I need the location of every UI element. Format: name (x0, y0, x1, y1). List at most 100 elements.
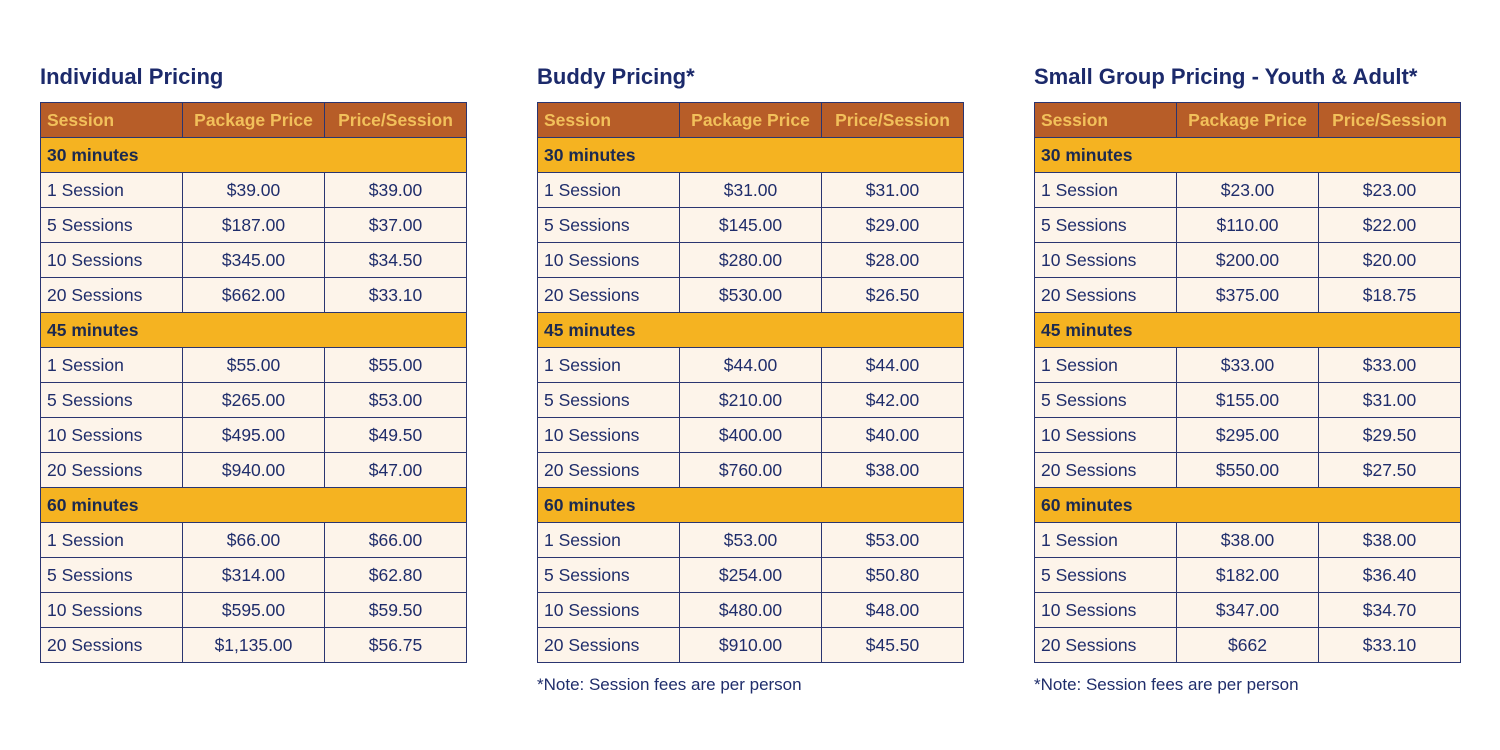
package-price-cell: $760.00 (679, 452, 822, 488)
pricing-note: *Note: Session fees are per person (537, 675, 802, 694)
price-per-session-cell: $40.00 (821, 417, 964, 453)
table-row: 10 Sessions $280.00 $28.00 (537, 242, 964, 278)
table-row: 20 Sessions $530.00 $26.50 (537, 277, 964, 313)
package-price-cell: $145.00 (679, 207, 822, 243)
table-row: 10 Sessions $200.00 $20.00 (1034, 242, 1461, 278)
session-count-cell: 1 Session (40, 172, 183, 208)
duration-label: 45 minutes (537, 312, 964, 348)
session-count-cell: 10 Sessions (537, 417, 680, 453)
package-price-cell: $210.00 (679, 382, 822, 418)
pricing-note: *Note: Session fees are per person (1034, 675, 1299, 694)
price-per-session-cell: $45.50 (821, 627, 964, 663)
header-session: Session (537, 102, 680, 138)
header-session: Session (1034, 102, 1177, 138)
header-package-price: Package Price (1176, 102, 1319, 138)
package-price-cell: $662 (1176, 627, 1319, 663)
table-row: 1 Session $33.00 $33.00 (1034, 347, 1461, 383)
duration-group-row: 60 minutes (1034, 487, 1461, 523)
duration-group-row: 45 minutes (40, 312, 467, 348)
package-price-cell: $347.00 (1176, 592, 1319, 628)
package-price-cell: $110.00 (1176, 207, 1319, 243)
header-package-price: Package Price (679, 102, 822, 138)
package-price-cell: $495.00 (182, 417, 325, 453)
price-per-session-cell: $48.00 (821, 592, 964, 628)
duration-group-row: 60 minutes (537, 487, 964, 523)
table-row: 1 Session $44.00 $44.00 (537, 347, 964, 383)
price-per-session-cell: $26.50 (821, 277, 964, 313)
table-row: 10 Sessions $495.00 $49.50 (40, 417, 467, 453)
table-row: 1 Session $38.00 $38.00 (1034, 522, 1461, 558)
package-price-cell: $295.00 (1176, 417, 1319, 453)
price-per-session-cell: $38.00 (1318, 522, 1461, 558)
table-row: 1 Session $31.00 $31.00 (537, 172, 964, 208)
header-price-per-session: Price/Session (324, 102, 467, 138)
session-count-cell: 10 Sessions (40, 242, 183, 278)
table-row: 10 Sessions $400.00 $40.00 (537, 417, 964, 453)
package-price-cell: $280.00 (679, 242, 822, 278)
package-price-cell: $662.00 (182, 277, 325, 313)
duration-label: 60 minutes (537, 487, 964, 523)
session-count-cell: 1 Session (537, 522, 680, 558)
price-per-session-cell: $59.50 (324, 592, 467, 628)
price-per-session-cell: $34.50 (324, 242, 467, 278)
session-count-cell: 1 Session (537, 347, 680, 383)
session-count-cell: 10 Sessions (1034, 242, 1177, 278)
session-count-cell: 10 Sessions (40, 417, 183, 453)
session-count-cell: 10 Sessions (537, 242, 680, 278)
price-per-session-cell: $53.00 (821, 522, 964, 558)
session-count-cell: 20 Sessions (1034, 452, 1177, 488)
price-per-session-cell: $33.00 (1318, 347, 1461, 383)
price-per-session-cell: $29.50 (1318, 417, 1461, 453)
duration-label: 60 minutes (1034, 487, 1461, 523)
package-price-cell: $400.00 (679, 417, 822, 453)
table-row: 5 Sessions $210.00 $42.00 (537, 382, 964, 418)
duration-label: 30 minutes (537, 137, 964, 173)
session-count-cell: 20 Sessions (40, 627, 183, 663)
session-count-cell: 1 Session (40, 522, 183, 558)
package-price-cell: $66.00 (182, 522, 325, 558)
price-per-session-cell: $28.00 (821, 242, 964, 278)
price-per-session-cell: $53.00 (324, 382, 467, 418)
table-row: 1 Session $53.00 $53.00 (537, 522, 964, 558)
table-header-row: Session Package Price Price/Session (1034, 102, 1461, 138)
pricing-block-small-group: Small Group Pricing - Youth & Adult* Sess… (1034, 62, 1461, 695)
table-row: 5 Sessions $110.00 $22.00 (1034, 207, 1461, 243)
price-per-session-cell: $39.00 (324, 172, 467, 208)
price-per-session-cell: $29.00 (821, 207, 964, 243)
price-per-session-cell: $36.40 (1318, 557, 1461, 593)
session-count-cell: 20 Sessions (1034, 627, 1177, 663)
table-row: 20 Sessions $550.00 $27.50 (1034, 452, 1461, 488)
session-count-cell: 5 Sessions (1034, 207, 1177, 243)
package-price-cell: $38.00 (1176, 522, 1319, 558)
table-row: 10 Sessions $345.00 $34.50 (40, 242, 467, 278)
package-price-cell: $314.00 (182, 557, 325, 593)
price-per-session-cell: $23.00 (1318, 172, 1461, 208)
package-price-cell: $530.00 (679, 277, 822, 313)
package-price-cell: $345.00 (182, 242, 325, 278)
pricing-table: Session Package Price Price/Session 30 minu… (40, 102, 467, 663)
price-per-session-cell: $34.70 (1318, 592, 1461, 628)
duration-label: 45 minutes (40, 312, 467, 348)
header-price-per-session: Price/Session (1318, 102, 1461, 138)
session-count-cell: 10 Sessions (1034, 592, 1177, 628)
price-per-session-cell: $44.00 (821, 347, 964, 383)
session-count-cell: 20 Sessions (537, 452, 680, 488)
session-count-cell: 20 Sessions (40, 277, 183, 313)
session-count-cell: 5 Sessions (537, 207, 680, 243)
session-count-cell: 20 Sessions (1034, 277, 1177, 313)
table-row: 10 Sessions $595.00 $59.50 (40, 592, 467, 628)
table-row: 1 Session $39.00 $39.00 (40, 172, 467, 208)
package-price-cell: $31.00 (679, 172, 822, 208)
package-price-cell: $254.00 (679, 557, 822, 593)
session-count-cell: 10 Sessions (537, 592, 680, 628)
table-row: 20 Sessions $940.00 $47.00 (40, 452, 467, 488)
session-count-cell: 10 Sessions (1034, 417, 1177, 453)
package-price-cell: $182.00 (1176, 557, 1319, 593)
package-price-cell: $33.00 (1176, 347, 1319, 383)
pricing-table-title: Small Group Pricing - Youth & Adult* (1034, 64, 1418, 89)
package-price-cell: $155.00 (1176, 382, 1319, 418)
table-row: 5 Sessions $182.00 $36.40 (1034, 557, 1461, 593)
session-count-cell: 5 Sessions (1034, 382, 1177, 418)
duration-group-row: 60 minutes (40, 487, 467, 523)
price-per-session-cell: $47.00 (324, 452, 467, 488)
